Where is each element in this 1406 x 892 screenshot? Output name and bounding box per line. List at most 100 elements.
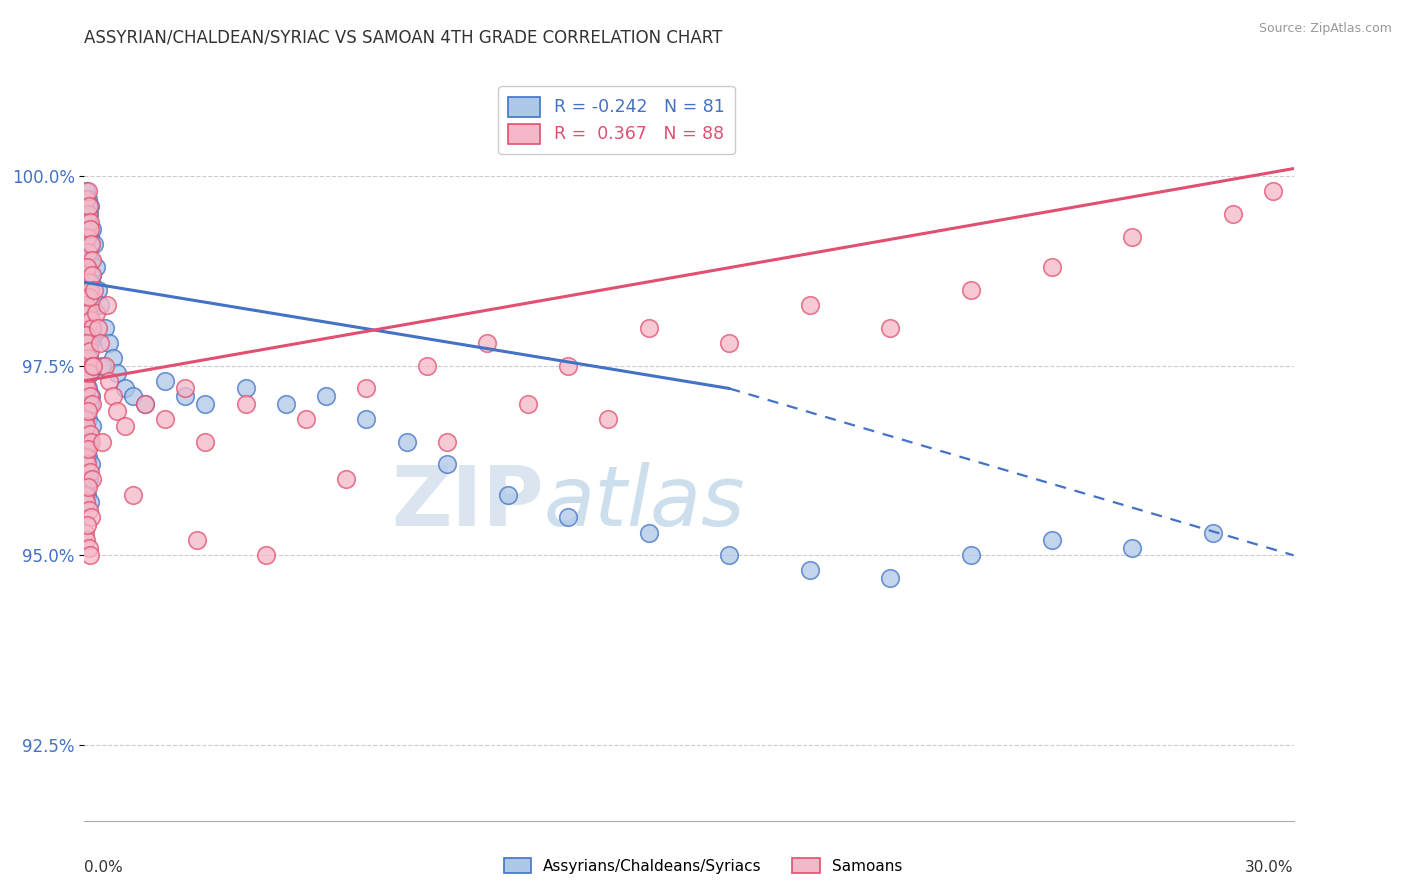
Point (153, 412, 176, 426)
Point (77, 260, 100, 275)
Point (335, 472, 357, 486)
Point (79, 215, 101, 229)
Point (77, 283, 100, 297)
Point (80, 328, 103, 343)
Point (1121, 541, 1143, 555)
Point (87, 321, 110, 335)
Point (96, 298, 118, 312)
Point (77, 200, 100, 214)
Point (80, 237, 103, 252)
Point (86, 305, 108, 319)
Point (637, 321, 659, 335)
Point (75, 366, 97, 380)
Point (80, 419, 103, 434)
Point (80, 359, 103, 373)
Point (76, 245, 98, 260)
Point (79, 465, 101, 479)
Point (174, 382, 197, 396)
Point (82, 359, 104, 373)
Point (91, 434, 114, 449)
Point (76, 404, 98, 418)
Point (89, 336, 111, 351)
Point (79, 427, 101, 442)
Point (77, 276, 100, 290)
Point (77, 185, 100, 199)
Point (76, 480, 98, 494)
Point (75, 434, 97, 449)
Point (76, 458, 98, 472)
Point (80, 389, 103, 403)
Point (436, 434, 458, 449)
Point (436, 458, 458, 472)
Point (75, 336, 97, 351)
Point (80, 472, 103, 486)
Point (516, 397, 538, 411)
Point (82, 321, 104, 335)
Point (93, 359, 115, 373)
Point (76, 222, 98, 236)
Point (79, 252, 101, 267)
Point (235, 397, 257, 411)
Legend: Assyrians/Chaldeans/Syriacs, Samoans: Assyrians/Chaldeans/Syriacs, Samoans (498, 852, 908, 880)
Point (153, 374, 176, 388)
Point (97, 336, 120, 351)
Point (114, 419, 136, 434)
Point (77, 291, 100, 305)
Point (799, 298, 821, 312)
Point (79, 389, 101, 403)
Point (76, 230, 98, 244)
Point (76, 450, 98, 464)
Point (77, 442, 100, 456)
Point (77, 305, 100, 319)
Point (121, 488, 143, 502)
Point (416, 359, 439, 373)
Point (557, 510, 579, 524)
Point (79, 397, 101, 411)
Point (75, 252, 97, 267)
Point (879, 571, 901, 585)
Point (82, 252, 104, 267)
Point (73, 525, 96, 540)
Point (134, 397, 156, 411)
Point (75, 185, 97, 199)
Point (134, 397, 156, 411)
Point (75, 268, 97, 282)
Point (75, 495, 97, 509)
Text: 30.0%: 30.0% (1246, 860, 1294, 874)
Point (76, 343, 98, 358)
Point (82, 222, 104, 236)
Point (83, 237, 105, 252)
Point (637, 525, 659, 540)
Point (75, 397, 97, 411)
Point (75, 488, 97, 502)
Point (77, 291, 100, 305)
Point (97, 374, 120, 388)
Point (77, 404, 100, 418)
Point (1202, 525, 1225, 540)
Point (80, 434, 103, 449)
Point (879, 321, 901, 335)
Point (77, 351, 100, 366)
Point (77, 207, 100, 221)
Point (718, 336, 741, 351)
Point (79, 283, 101, 297)
Point (75, 533, 97, 547)
Point (75, 305, 97, 319)
Text: ASSYRIAN/CHALDEAN/SYRIAC VS SAMOAN 4TH GRADE CORRELATION CHART: ASSYRIAN/CHALDEAN/SYRIAC VS SAMOAN 4TH G… (84, 29, 723, 47)
Point (80, 268, 103, 282)
Point (114, 382, 136, 396)
Point (395, 434, 418, 449)
Point (80, 458, 103, 472)
Point (121, 389, 143, 403)
Point (105, 404, 128, 418)
Point (718, 549, 741, 563)
Point (76, 517, 98, 532)
Point (77, 192, 100, 206)
Point (89, 298, 111, 312)
Point (77, 366, 100, 380)
Point (194, 397, 217, 411)
Point (105, 366, 128, 380)
Point (79, 343, 101, 358)
Point (1040, 260, 1063, 275)
Point (77, 351, 100, 366)
